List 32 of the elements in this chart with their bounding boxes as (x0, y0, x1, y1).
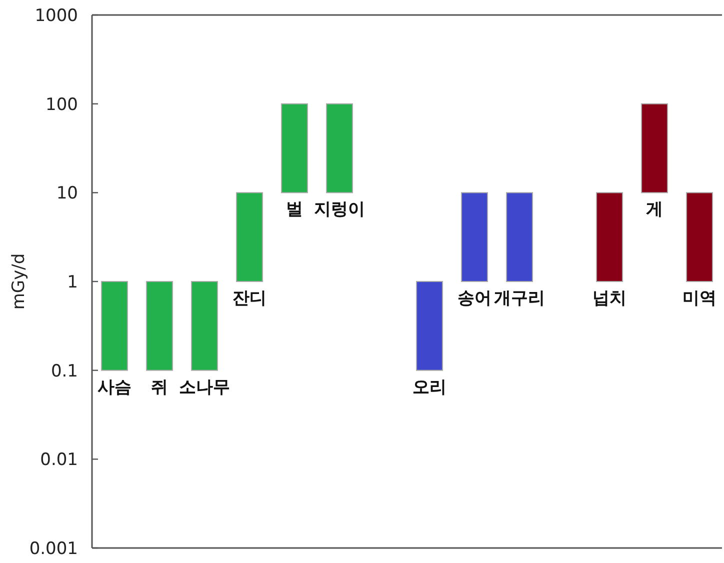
y-axis-title: mGy/d (9, 253, 29, 310)
y-tick-label: 0.01 (40, 450, 78, 470)
x-tick-label: 벌 (286, 200, 303, 220)
bar (191, 281, 218, 371)
x-tick-label: 소나무 (179, 377, 230, 398)
bar (506, 192, 533, 282)
bar (146, 281, 173, 371)
x-tick-label: 잔디 (232, 288, 266, 308)
bar (326, 103, 353, 194)
bar (416, 281, 443, 371)
y-tick-label: 0.1 (50, 361, 78, 382)
x-tick-label: 지렁이 (314, 200, 365, 220)
x-tick-label: 게 (646, 200, 663, 220)
y-tick-label: 1 (67, 272, 78, 292)
bar (596, 192, 623, 282)
x-tick-label: 송어 (458, 288, 492, 308)
bar (461, 192, 488, 282)
y-tick-label: 10 (56, 184, 78, 204)
x-tick-label: 사슴 (98, 377, 132, 398)
x-tick-label: 오리 (412, 377, 446, 398)
x-tick-label: 미역 (682, 288, 716, 308)
x-tick-label: 개구리 (494, 288, 545, 308)
x-tick-label: 쥐 (151, 377, 168, 398)
bar (236, 192, 263, 282)
bar (641, 103, 668, 194)
y-tick-label: 0.001 (29, 539, 78, 559)
y-tick-label: 100 (46, 94, 78, 115)
x-tick-label: 넙치 (592, 288, 626, 308)
y-tick-label: 1000 (34, 6, 78, 26)
bar (101, 281, 128, 371)
bar (686, 192, 713, 282)
bar (281, 103, 308, 194)
